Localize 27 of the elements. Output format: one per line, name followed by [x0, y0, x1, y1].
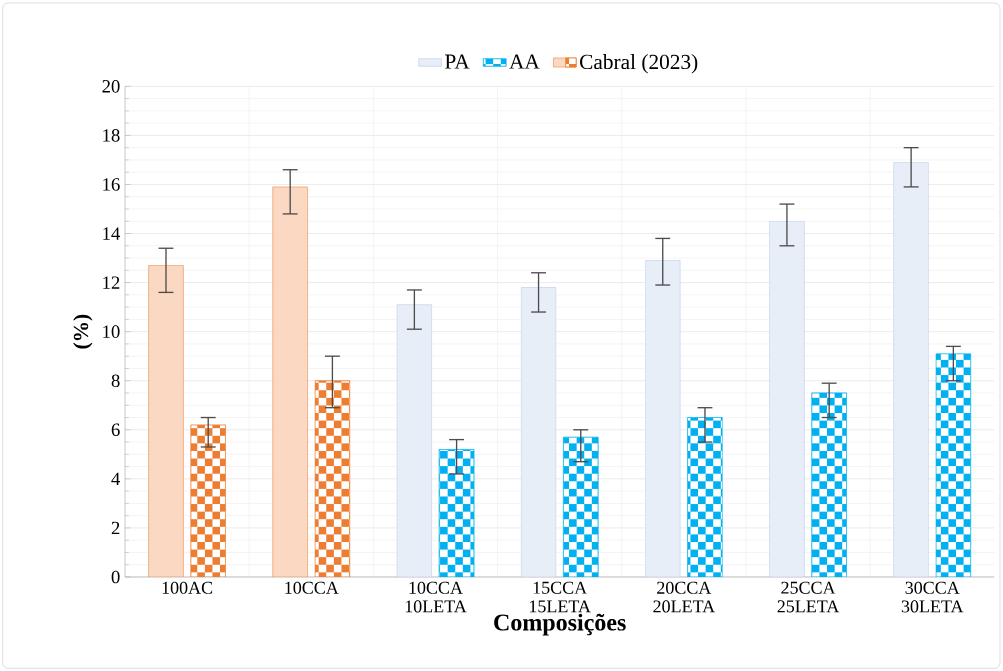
y-tick-label: 14	[103, 227, 121, 240]
legend-label: Cabral (2023)	[580, 54, 698, 74]
y-tick-label: 8	[111, 374, 120, 388]
legend-label: PA	[445, 54, 470, 69]
bar	[520, 287, 557, 577]
y-tick-label: 6	[111, 423, 120, 437]
x-tick-label: 100AC	[162, 581, 213, 594]
y-tick-label: 0	[111, 570, 120, 584]
y-tick-label: 12	[103, 276, 120, 289]
x-tick-label: 25CCA 25LETA	[777, 581, 840, 613]
x-axis-title: Composições	[494, 613, 626, 636]
bar	[645, 260, 681, 577]
y-tick-label: 10	[103, 325, 120, 338]
x-tick-label: 20CCA 20LETA	[653, 581, 715, 613]
y-tick-label: 4	[111, 472, 121, 485]
x-tick-label: 15CCA 15LETA	[529, 581, 591, 613]
bar	[893, 162, 929, 577]
y-tick-label: 20	[102, 80, 120, 93]
y-tick-label: 16	[103, 178, 120, 191]
legend-label: AA	[509, 54, 540, 69]
y-tick-label: 2	[111, 521, 120, 535]
y-tick-label: 18	[103, 129, 120, 142]
y-axis-title: (%)	[73, 314, 93, 349]
x-tick-label: 30CCA 30LETA	[901, 581, 964, 613]
bar	[396, 304, 433, 577]
x-tick-label: 10CCA 10LETA	[405, 581, 467, 613]
x-tick-label: 10CCA	[285, 581, 339, 594]
